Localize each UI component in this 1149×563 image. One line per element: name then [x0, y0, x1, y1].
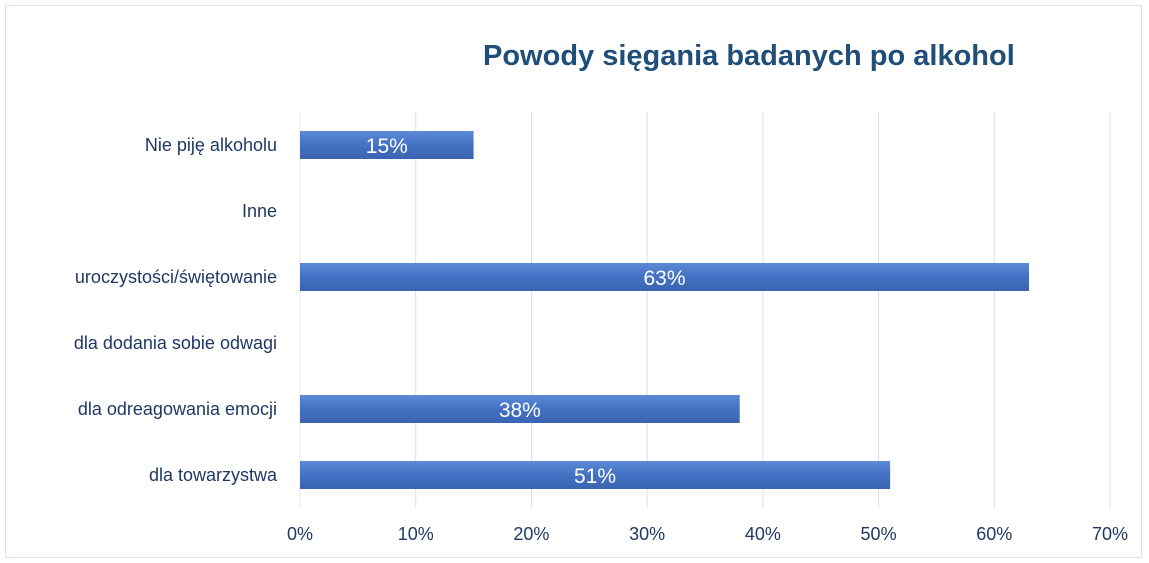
bars: [300, 131, 1029, 489]
x-tick-label: 50%: [861, 524, 897, 544]
gridlines: [299, 112, 1111, 508]
x-tick-label: 0%: [287, 524, 313, 544]
chart-title: Powody sięgania badanych po alkohol: [483, 40, 1015, 72]
category-label: uroczystości/świętowanie: [75, 267, 277, 287]
data-label: 51%: [574, 465, 616, 488]
data-label: 15%: [366, 135, 408, 158]
labels: 0% 10% 20% 30% 40% 50% 60% 70% Nie piję alkoholu…: [74, 135, 1128, 544]
bar: [300, 395, 740, 423]
category-label: Nie piję alkoholu: [145, 135, 277, 155]
x-tick-label: 30%: [629, 524, 665, 544]
bar: [300, 131, 474, 159]
bar: [300, 263, 1029, 291]
x-tick-label: 60%: [976, 524, 1012, 544]
bar: [300, 461, 891, 489]
x-tick-label: 10%: [398, 524, 434, 544]
x-tick-label: 40%: [745, 524, 781, 544]
category-label: Inne: [242, 201, 277, 221]
category-label: dla odreagowania emocji: [78, 399, 277, 419]
x-tick-label: 20%: [513, 524, 549, 544]
category-label: dla dodania sobie odwagi: [74, 333, 277, 353]
data-label: 38%: [499, 399, 541, 422]
x-tick-label: 70%: [1092, 524, 1128, 544]
category-label: dla towarzystwa: [149, 465, 278, 485]
data-label: 63%: [643, 267, 685, 290]
